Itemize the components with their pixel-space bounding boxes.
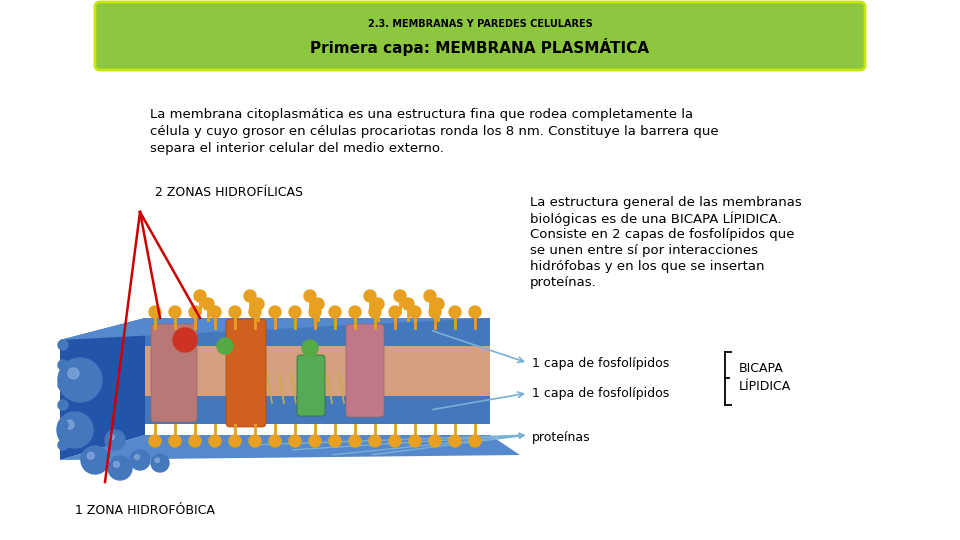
Circle shape [329,435,341,447]
Text: proteínas: proteínas [532,430,590,443]
Circle shape [402,298,414,310]
Circle shape [289,306,301,318]
Text: se unen entre sí por interacciones: se unen entre sí por interacciones [530,244,758,257]
Text: 1 ZONA HIDROFÓBICA: 1 ZONA HIDROFÓBICA [75,503,215,516]
Circle shape [113,461,119,468]
Circle shape [68,368,79,379]
Text: 1 capa de fosfolípidos: 1 capa de fosfolípidos [532,356,669,369]
Circle shape [312,298,324,310]
Circle shape [432,298,444,310]
Circle shape [249,435,261,447]
FancyBboxPatch shape [226,319,266,427]
Circle shape [252,298,264,310]
Circle shape [469,306,481,318]
Circle shape [58,400,68,410]
Circle shape [389,435,401,447]
Circle shape [429,306,441,318]
Circle shape [424,290,436,302]
Circle shape [173,328,197,352]
Circle shape [229,306,241,318]
Circle shape [58,380,68,390]
Text: hidrófobas y en los que se insertan: hidrófobas y en los que se insertan [530,260,764,273]
FancyBboxPatch shape [151,324,197,422]
Circle shape [58,420,68,430]
Circle shape [109,435,114,440]
Circle shape [169,306,181,318]
Circle shape [369,435,381,447]
Circle shape [269,306,281,318]
Circle shape [209,435,221,447]
FancyBboxPatch shape [145,396,490,424]
Circle shape [81,446,109,474]
Text: 2 ZONAS HIDROFÍLICAS: 2 ZONAS HIDROFÍLICAS [155,186,303,199]
Text: 2.3. MEMBRANAS Y PAREDES CELULARES: 2.3. MEMBRANAS Y PAREDES CELULARES [368,19,592,29]
Circle shape [244,290,256,302]
Text: biológicas es de una BICAPA LÍPIDICA.: biológicas es de una BICAPA LÍPIDICA. [530,212,781,226]
Circle shape [304,290,316,302]
Text: proteínas.: proteínas. [530,276,597,289]
Text: Consiste en 2 capas de fosfolípidos que: Consiste en 2 capas de fosfolípidos que [530,228,795,241]
Circle shape [394,290,406,302]
Circle shape [169,435,181,447]
Text: 1 capa de fosfolípidos: 1 capa de fosfolípidos [532,387,669,400]
Circle shape [217,338,233,354]
FancyBboxPatch shape [346,324,384,417]
Circle shape [429,435,441,447]
Circle shape [189,435,201,447]
Circle shape [269,435,281,447]
Circle shape [409,306,421,318]
FancyBboxPatch shape [145,318,490,346]
Circle shape [189,306,201,318]
Circle shape [369,306,381,318]
Circle shape [87,453,94,460]
Circle shape [389,306,401,318]
Circle shape [105,430,125,450]
Circle shape [409,435,421,447]
Circle shape [349,306,361,318]
Polygon shape [60,435,520,460]
FancyBboxPatch shape [95,2,865,70]
Circle shape [469,435,481,447]
Circle shape [134,455,139,460]
Circle shape [58,340,68,350]
Circle shape [302,340,318,356]
Circle shape [156,458,159,463]
Circle shape [309,306,321,318]
Text: separa el interior celular del medio externo.: separa el interior celular del medio ext… [150,142,444,155]
Circle shape [58,358,102,402]
Text: BICAPA
LÍPIDICA: BICAPA LÍPIDICA [739,362,791,394]
Circle shape [372,298,384,310]
Circle shape [249,306,261,318]
Circle shape [149,306,161,318]
FancyBboxPatch shape [145,346,490,396]
Text: célula y cuyo grosor en células procariotas ronda los 8 nm. Constituye la barrer: célula y cuyo grosor en células procario… [150,125,719,138]
Circle shape [58,360,68,370]
Text: Primera capa: MEMBRANA PLASMÁTICA: Primera capa: MEMBRANA PLASMÁTICA [310,38,650,56]
Circle shape [364,290,376,302]
Polygon shape [60,318,490,340]
Circle shape [58,440,68,450]
Circle shape [329,306,341,318]
Circle shape [289,435,301,447]
Circle shape [194,290,206,302]
Circle shape [57,412,93,448]
Polygon shape [60,318,145,460]
Circle shape [349,435,361,447]
Circle shape [108,456,132,480]
Circle shape [151,454,169,472]
Circle shape [229,435,241,447]
Circle shape [202,298,214,310]
Circle shape [449,306,461,318]
Circle shape [65,420,74,429]
Text: La membrana citoplasmática es una estructura fina que rodea completamente la: La membrana citoplasmática es una estruc… [150,108,693,121]
Circle shape [309,435,321,447]
Circle shape [449,435,461,447]
Text: La estructura general de las membranas: La estructura general de las membranas [530,196,802,209]
FancyBboxPatch shape [297,355,325,416]
Circle shape [149,435,161,447]
Circle shape [209,306,221,318]
Circle shape [130,450,150,470]
